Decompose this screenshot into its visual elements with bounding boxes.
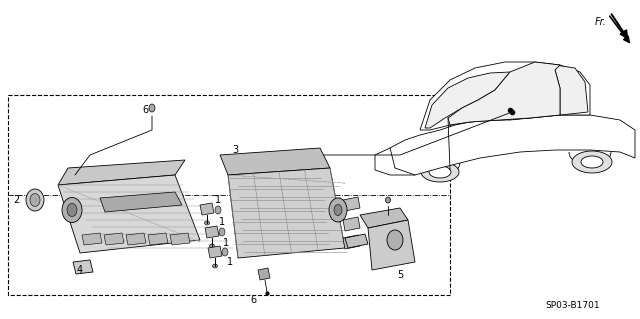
Ellipse shape — [67, 204, 77, 217]
Text: 4: 4 — [77, 265, 83, 275]
Text: Fr.: Fr. — [595, 17, 607, 27]
Text: 6: 6 — [142, 105, 148, 115]
Text: 1: 1 — [219, 217, 225, 227]
Text: 1: 1 — [227, 257, 233, 267]
Ellipse shape — [572, 151, 612, 173]
Ellipse shape — [209, 244, 214, 248]
Polygon shape — [58, 175, 200, 253]
Text: 2: 2 — [13, 195, 19, 205]
Text: 1: 1 — [223, 238, 229, 248]
Ellipse shape — [62, 197, 82, 222]
Polygon shape — [104, 233, 124, 245]
Ellipse shape — [26, 189, 44, 211]
Polygon shape — [58, 160, 185, 185]
Text: 6: 6 — [250, 295, 256, 305]
Ellipse shape — [222, 248, 228, 256]
Polygon shape — [343, 235, 360, 249]
Ellipse shape — [219, 228, 225, 236]
Ellipse shape — [212, 264, 218, 268]
Polygon shape — [345, 234, 368, 248]
Ellipse shape — [581, 156, 603, 168]
Ellipse shape — [30, 194, 40, 206]
Ellipse shape — [421, 162, 459, 182]
Ellipse shape — [329, 198, 347, 222]
Bar — [8, 95, 450, 295]
Polygon shape — [200, 203, 214, 215]
Polygon shape — [420, 62, 590, 130]
Text: 1: 1 — [215, 195, 221, 205]
Ellipse shape — [334, 204, 342, 216]
Polygon shape — [368, 220, 415, 270]
Polygon shape — [343, 197, 360, 211]
Polygon shape — [425, 72, 510, 128]
Polygon shape — [343, 217, 360, 231]
Polygon shape — [360, 208, 408, 228]
Polygon shape — [220, 148, 330, 175]
Polygon shape — [448, 62, 560, 125]
Polygon shape — [100, 192, 182, 212]
Polygon shape — [555, 65, 588, 115]
Ellipse shape — [385, 197, 390, 203]
Polygon shape — [228, 168, 345, 258]
Polygon shape — [205, 226, 219, 238]
Polygon shape — [73, 260, 93, 274]
Text: 5: 5 — [397, 270, 403, 280]
Ellipse shape — [149, 104, 155, 112]
Polygon shape — [375, 115, 635, 175]
Polygon shape — [208, 246, 222, 258]
Ellipse shape — [215, 206, 221, 214]
Text: SP03-B1701: SP03-B1701 — [545, 300, 600, 309]
Polygon shape — [170, 233, 190, 245]
Polygon shape — [126, 233, 146, 245]
Ellipse shape — [429, 166, 451, 178]
Text: 3: 3 — [232, 145, 238, 155]
Ellipse shape — [205, 221, 209, 225]
Polygon shape — [148, 233, 168, 245]
Ellipse shape — [387, 230, 403, 250]
Polygon shape — [82, 233, 102, 245]
Polygon shape — [258, 268, 270, 280]
